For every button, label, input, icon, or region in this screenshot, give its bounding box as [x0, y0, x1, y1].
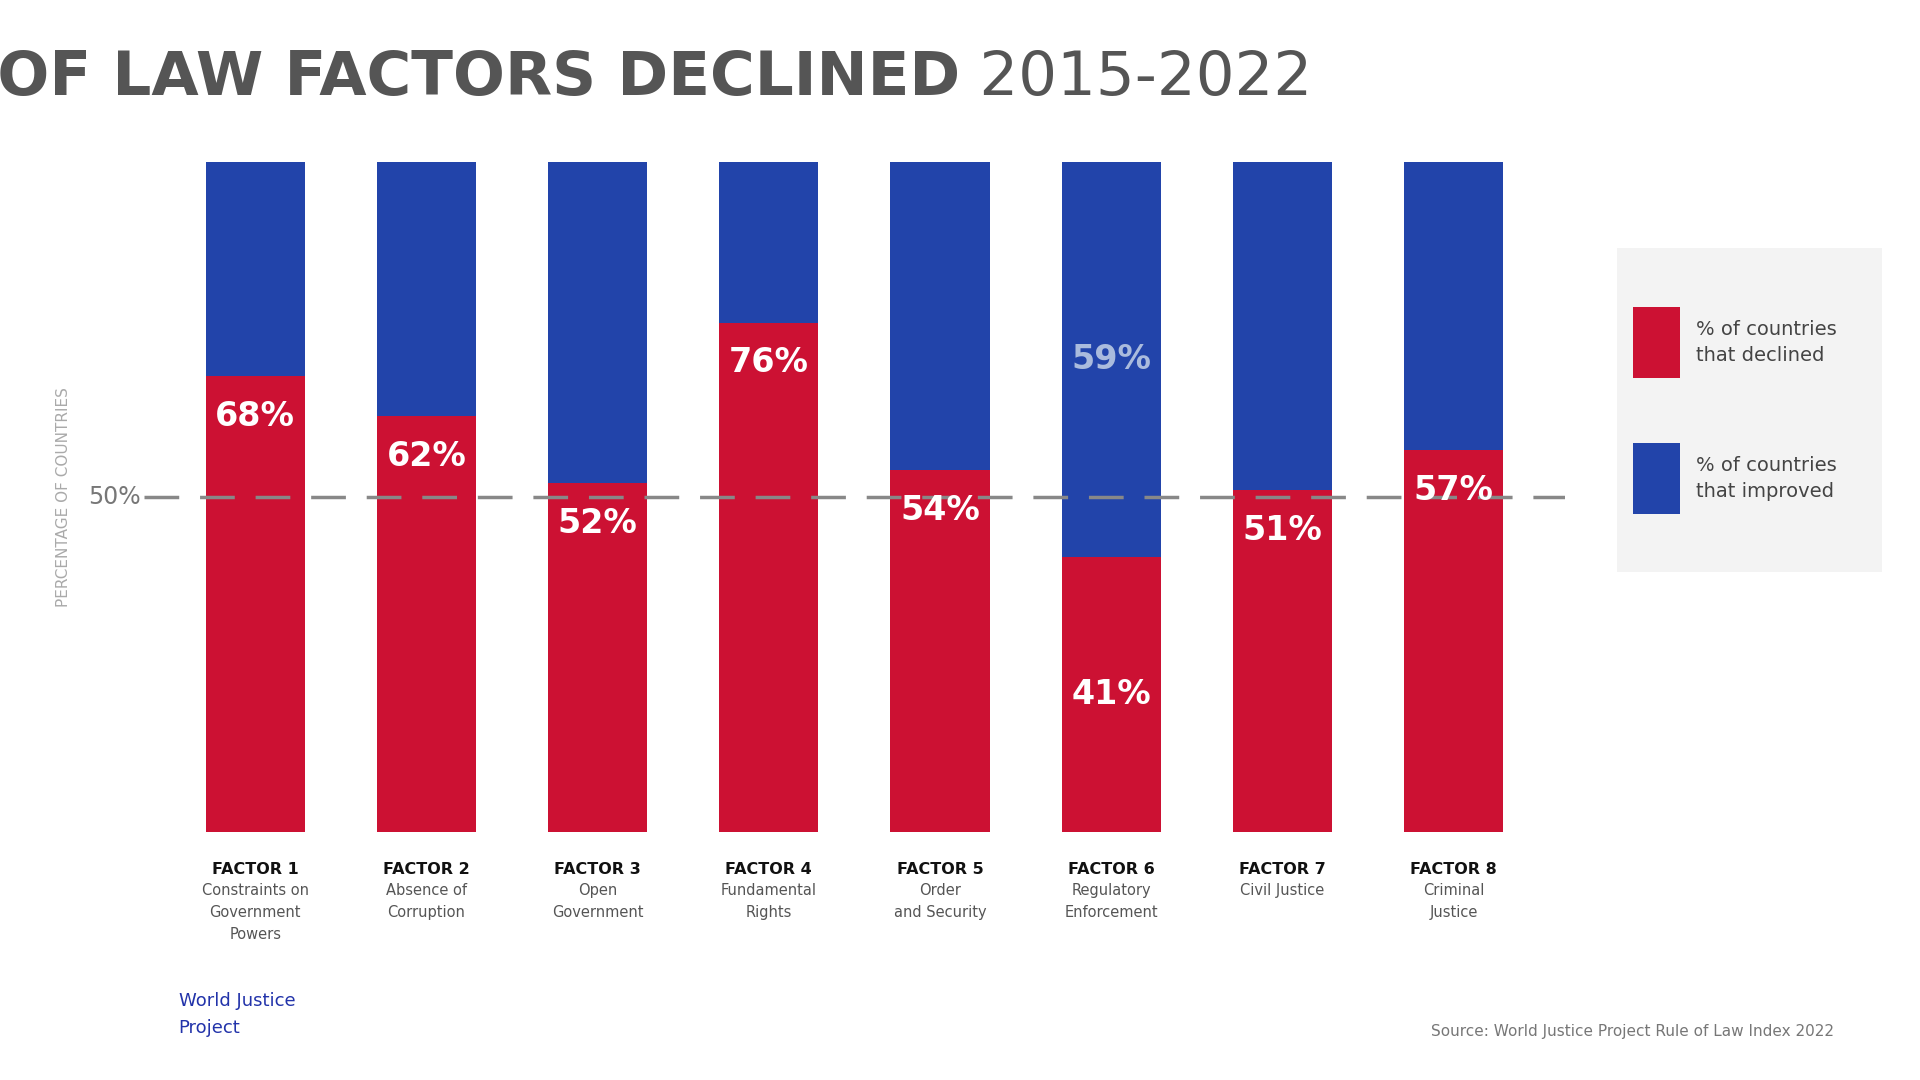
Text: 62%: 62%: [386, 441, 467, 473]
Bar: [376, 417, 476, 832]
Text: Open: Open: [578, 883, 616, 897]
Text: FACTOR 3: FACTOR 3: [555, 862, 641, 877]
Text: FACTOR 2: FACTOR 2: [384, 862, 470, 877]
FancyBboxPatch shape: [1632, 443, 1680, 514]
Text: Source: World Justice Project Rule of Law Index 2022: Source: World Justice Project Rule of La…: [1430, 1024, 1834, 1039]
Text: Government: Government: [551, 905, 643, 920]
FancyBboxPatch shape: [1632, 307, 1680, 378]
Bar: [1233, 490, 1332, 832]
Bar: [1404, 450, 1503, 832]
Text: Criminal: Criminal: [1423, 883, 1484, 897]
Bar: [205, 376, 305, 832]
Text: FACTOR 6: FACTOR 6: [1068, 862, 1154, 877]
Text: Government: Government: [209, 905, 301, 920]
Text: % of countries
that improved: % of countries that improved: [1695, 456, 1837, 501]
Text: FACTOR 7: FACTOR 7: [1238, 862, 1325, 877]
Text: FACTOR 4: FACTOR 4: [726, 862, 812, 877]
Text: 76%: 76%: [730, 347, 808, 379]
Text: Justice: Justice: [1428, 905, 1478, 920]
Bar: [205, 162, 305, 376]
Bar: [547, 484, 647, 832]
Text: 54%: 54%: [900, 494, 979, 527]
FancyBboxPatch shape: [1609, 239, 1889, 582]
Text: Regulatory: Regulatory: [1071, 883, 1150, 897]
Bar: [547, 162, 647, 484]
Bar: [376, 162, 476, 417]
Bar: [720, 323, 818, 832]
Text: Enforcement: Enforcement: [1064, 905, 1158, 920]
Bar: [891, 162, 989, 470]
Text: FACTOR 5: FACTOR 5: [897, 862, 983, 877]
Text: and Security: and Security: [893, 905, 987, 920]
Text: World Justice: World Justice: [179, 991, 296, 1010]
Text: Project: Project: [179, 1018, 240, 1037]
Bar: [1062, 557, 1162, 832]
Text: 50%: 50%: [88, 485, 140, 509]
Text: 41%: 41%: [1071, 678, 1150, 711]
Text: 52%: 52%: [557, 508, 637, 540]
Text: 68%: 68%: [215, 400, 296, 433]
Text: Fundamental: Fundamental: [720, 883, 816, 897]
Text: Powers: Powers: [228, 928, 280, 943]
Text: Rights: Rights: [745, 905, 791, 920]
Text: FACTOR 8: FACTOR 8: [1409, 862, 1498, 877]
Bar: [1062, 162, 1162, 557]
Text: 59%: 59%: [1071, 343, 1152, 376]
Text: Absence of: Absence of: [386, 883, 467, 897]
Text: Civil Justice: Civil Justice: [1240, 883, 1325, 897]
Text: % of countries
that declined: % of countries that declined: [1695, 320, 1837, 365]
Bar: [1233, 162, 1332, 490]
Text: 57%: 57%: [1413, 474, 1494, 507]
Bar: [1404, 162, 1503, 450]
Text: 51%: 51%: [1242, 514, 1323, 546]
Text: FACTOR 1: FACTOR 1: [211, 862, 300, 877]
Text: 7 OF 8 RULE OF LAW FACTORS DECLINED: 7 OF 8 RULE OF LAW FACTORS DECLINED: [0, 49, 960, 108]
Text: Order: Order: [920, 883, 960, 897]
Text: Constraints on: Constraints on: [202, 883, 309, 897]
Text: Corruption: Corruption: [388, 905, 465, 920]
Text: 2015-2022: 2015-2022: [960, 49, 1311, 108]
Text: PERCENTAGE OF COUNTRIES: PERCENTAGE OF COUNTRIES: [56, 387, 71, 607]
Bar: [891, 470, 989, 832]
Bar: [720, 162, 818, 323]
